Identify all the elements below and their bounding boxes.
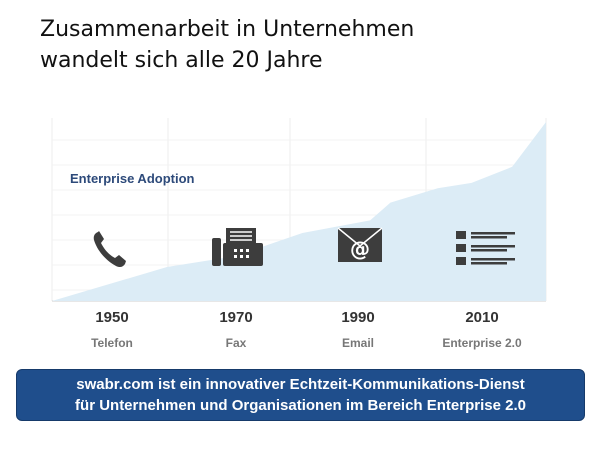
category-label: Fax — [226, 336, 247, 350]
title-line-2: wandelt sich alle 20 Jahre — [40, 48, 323, 73]
adoption-area — [52, 122, 546, 301]
category-label: Telefon — [91, 336, 133, 350]
year-label: 2010 — [465, 309, 498, 326]
svg-text:@: @ — [350, 237, 370, 261]
year-label: 1970 — [219, 309, 252, 326]
year-label: 1990 — [341, 309, 374, 326]
series-label: Enterprise Adoption — [70, 171, 195, 186]
enterprise-feed-icon — [456, 231, 515, 265]
telephone-icon — [93, 231, 126, 268]
title-line-1: Zusammenarbeit in Unternehmen — [40, 17, 415, 42]
fax-icon — [212, 228, 263, 266]
page-title: Zusammenarbeit in Unternehmen wandelt si… — [40, 14, 580, 76]
adoption-chart: Enterprise Adoption @ 1950 Telefon 1970 Fax… — [51, 118, 547, 350]
category-label: Email — [342, 336, 374, 350]
year-label: 1950 — [95, 309, 128, 326]
promo-banner: swabr.com ist ein innovativer Echtzeit-K… — [16, 369, 585, 421]
email-icon: @ — [337, 227, 383, 262]
banner-line-2: für Unternehmen und Organisationen im Be… — [75, 397, 526, 414]
banner-line-1: swabr.com ist ein innovativer Echtzeit-K… — [76, 376, 525, 393]
category-labels: 1950 Telefon 1970 Fax 1990 Email 2010 Enterpris… — [91, 309, 522, 350]
category-label: Enterprise 2.0 — [442, 336, 522, 350]
